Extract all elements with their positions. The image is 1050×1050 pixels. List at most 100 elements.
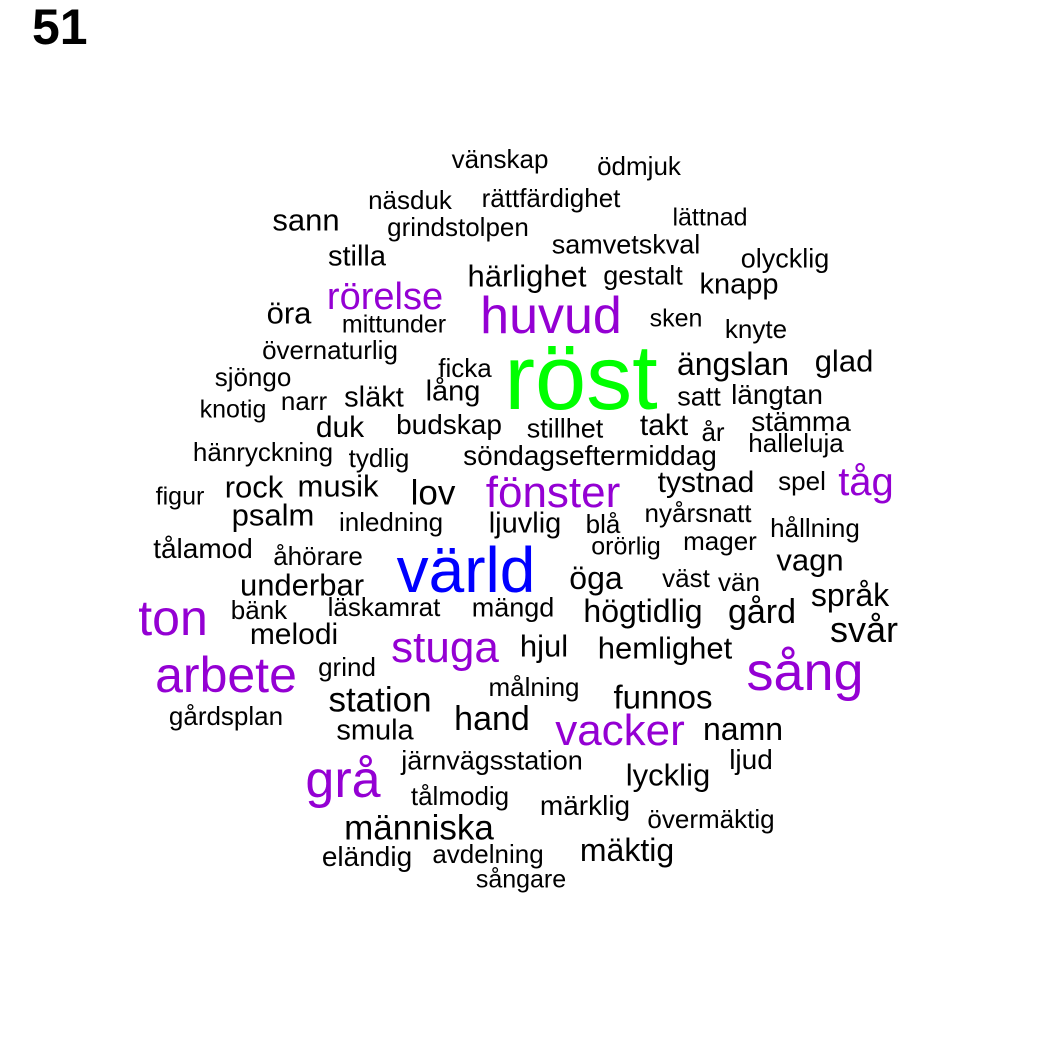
word-stillhet: stillhet	[526, 413, 604, 444]
word-marklig: märklig	[539, 790, 631, 821]
word-maktig: mäktig	[579, 832, 675, 868]
word-hjul: hjul	[519, 628, 569, 664]
word-tydlig: tydlig	[348, 443, 410, 473]
word-oga: öga	[569, 560, 623, 596]
word-nasduk: näsduk	[368, 185, 452, 215]
word-rost: röst	[504, 327, 658, 429]
word-overnaturlig: övernaturlig	[262, 335, 398, 365]
word-gra: grå	[305, 751, 381, 809]
word-malning: målning	[488, 672, 580, 702]
word-ficka: ficka	[438, 353, 492, 383]
word-arbete: arbete	[155, 647, 297, 703]
word-lang: lång	[425, 375, 481, 408]
word-stuga: stuga	[391, 623, 499, 672]
word-svar: svår	[829, 609, 899, 650]
word-narr: narr	[280, 386, 328, 416]
word-stamma: stämma	[751, 406, 851, 437]
word-manniska: människa	[344, 808, 494, 848]
word-tag: tåg	[838, 460, 894, 504]
word-tystnad: tystnad	[657, 466, 755, 499]
word-olycklig: olycklig	[740, 243, 830, 274]
word-lov: lov	[410, 473, 456, 513]
word-jarnvagsstation: järnvägsstation	[401, 745, 583, 776]
word-mager: mager	[683, 526, 757, 556]
word-bank: bänk	[230, 595, 288, 625]
word-budskap: budskap	[396, 409, 502, 440]
word-vagn: vagn	[776, 542, 844, 578]
word-gardsplan: gårdsplan	[168, 701, 284, 731]
word-hemlighet: hemlighet	[597, 630, 733, 666]
word-overmaktig: övermäktig	[647, 804, 775, 834]
word-angslan: ängslan	[676, 346, 790, 382]
word-funnos: funnos	[613, 678, 713, 716]
word-gard: gård	[727, 593, 797, 631]
word-rattfardighet: rättfärdighet	[481, 183, 621, 213]
word-musik: musik	[297, 468, 379, 504]
word-varld: värld	[396, 534, 536, 606]
word-lycklig: lycklig	[625, 757, 711, 793]
word-inledning: inledning	[338, 507, 444, 537]
word-ljuvlig: ljuvlig	[488, 507, 562, 540]
word-ar: år	[701, 417, 725, 447]
word-sondagseftermiddag: söndagseftermiddag	[463, 440, 717, 471]
word-spel: spel	[778, 466, 826, 496]
word-samvetskval: samvetskval	[551, 229, 701, 260]
word-hogtidlig: högtidlig	[583, 593, 703, 629]
word-odmjuk: ödmjuk	[597, 151, 681, 181]
word-hallning: hållning	[770, 513, 860, 543]
word-takt: takt	[639, 409, 689, 442]
word-fonster: fönster	[485, 468, 621, 517]
word-sang: sång	[746, 642, 864, 702]
word-nyarsnatt: nyårsnatt	[644, 498, 752, 528]
word-avdelning: avdelning	[432, 839, 544, 869]
word-hand: hand	[454, 700, 530, 738]
word-bla: blå	[585, 509, 621, 539]
word-van: vän	[718, 567, 760, 597]
word-ton: ton	[138, 590, 208, 646]
word-lattnad: lättnad	[672, 203, 748, 232]
word-underbar: underbar	[239, 567, 365, 603]
word-glad: glad	[814, 343, 874, 379]
word-ororlig: orörlig	[591, 532, 661, 561]
word-talamod: tålamod	[153, 533, 253, 564]
word-ahorare: åhörare	[273, 541, 363, 571]
word-sann: sann	[272, 202, 340, 238]
word-vacker: vacker	[555, 706, 685, 755]
word-duk: duk	[315, 411, 365, 444]
word-gestalt: gestalt	[603, 260, 683, 291]
word-figur: figur	[155, 482, 205, 511]
word-harlighet: härlighet	[467, 258, 587, 294]
page-number-label: 51	[32, 0, 88, 55]
word-station: station	[328, 680, 432, 720]
word-mangd: mängd	[471, 592, 555, 623]
word-knotig: knotig	[199, 395, 267, 424]
word-sangare: sångare	[475, 865, 567, 894]
word-knyte: knyte	[724, 314, 788, 344]
word-smula: smula	[336, 714, 414, 747]
word-halleluja: halleluja	[748, 428, 844, 458]
word-rock: rock	[224, 469, 284, 505]
word-grindstolpen: grindstolpen	[387, 212, 529, 242]
word-namn: namn	[702, 711, 784, 747]
word-hanryckning: hänryckning	[192, 437, 334, 467]
word-elandig: eländig	[321, 841, 413, 872]
word-langtan: längtan	[731, 379, 823, 410]
word-sjongo: sjöngo	[214, 362, 292, 392]
word-vanskap: vänskap	[451, 144, 549, 174]
word-mittunder: mittunder	[341, 310, 447, 339]
word-stilla: stilla	[327, 240, 387, 273]
word-sprak: språk	[810, 577, 890, 613]
word-slakt: släkt	[344, 381, 404, 414]
word-satt: satt	[677, 381, 721, 412]
word-sken: sken	[649, 304, 703, 333]
word-talmodig: tålmodig	[410, 781, 510, 811]
word-psalm: psalm	[231, 497, 315, 533]
word-vast: väst	[662, 563, 710, 593]
word-rorelse: rörelse	[326, 276, 444, 318]
word-laskamrat: läskamrat	[327, 592, 441, 622]
word-knapp: knapp	[699, 268, 779, 301]
word-ljud: ljud	[729, 744, 773, 775]
word-grind: grind	[318, 652, 376, 682]
word-huvud: huvud	[480, 287, 622, 345]
